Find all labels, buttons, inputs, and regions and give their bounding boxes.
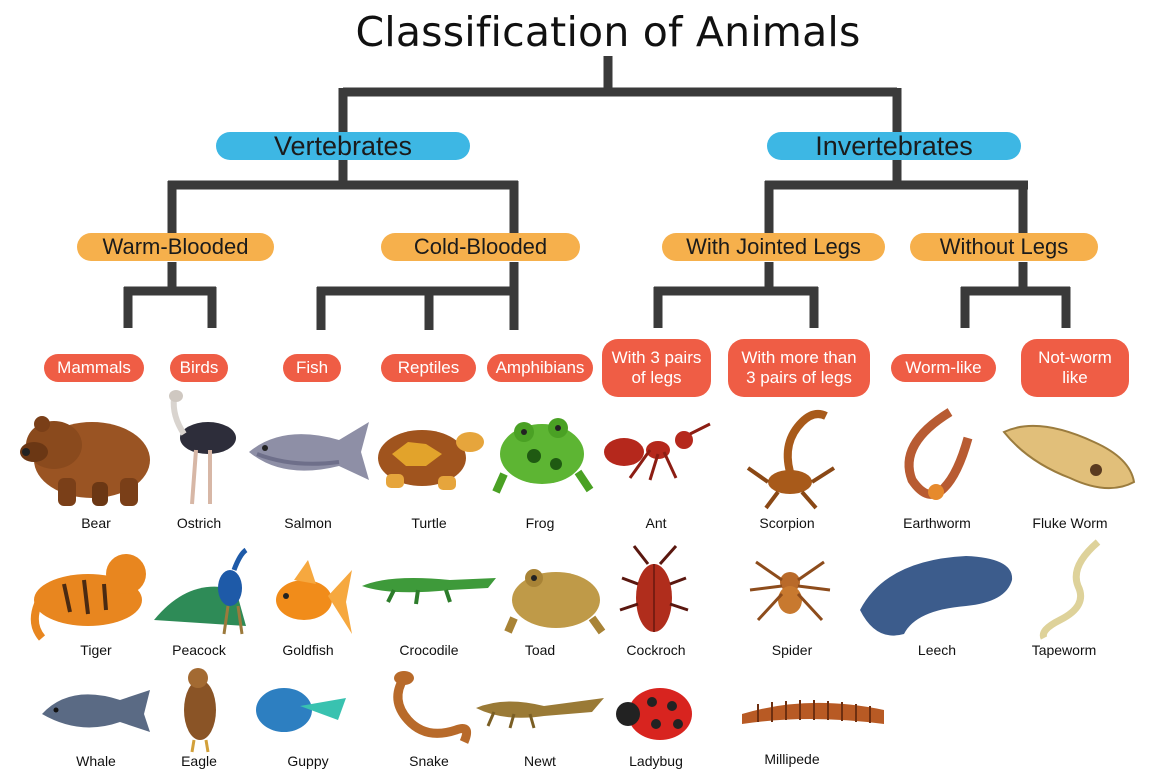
snake-icon <box>393 671 472 744</box>
animal-label-goldfish: Goldfish <box>282 642 334 658</box>
warm-blooded-connector <box>123 262 217 328</box>
animal-label-crocodile: Crocodile <box>399 642 459 658</box>
animal-label-turtle: Turtle <box>411 515 447 531</box>
ant-icon <box>604 422 711 481</box>
ladybug-icon <box>616 688 692 740</box>
animal-label-earthworm: Earthworm <box>903 515 971 531</box>
tiger-icon <box>30 554 146 641</box>
animal-label-peacock: Peacock <box>172 642 226 658</box>
animal-label-tiger: Tiger <box>80 642 112 658</box>
bear-icon <box>20 416 150 506</box>
crocodile-icon <box>362 578 496 605</box>
node-fish: Fish <box>283 354 341 382</box>
node-amphibians: Amphibians <box>487 354 593 382</box>
node-without-legs: Without Legs <box>910 233 1098 261</box>
frog-icon <box>492 418 594 494</box>
fluke-worm-icon <box>1002 424 1136 490</box>
animal-label-leech: Leech <box>917 642 957 658</box>
animal-label-newt: Newt <box>524 753 556 769</box>
millipede-icon <box>742 700 884 724</box>
without-legs-connector <box>960 262 1071 328</box>
tapeworm-icon <box>1039 539 1101 640</box>
newt-icon <box>476 698 604 729</box>
node-mammals: Mammals <box>44 354 144 382</box>
goldfish-icon <box>276 560 352 634</box>
jointed-legs-connector <box>653 262 819 328</box>
animal-label-snake: Snake <box>409 753 449 769</box>
peacock-icon <box>154 547 248 635</box>
node-invertebrates: Invertebrates <box>767 131 1021 161</box>
node-reptiles: Reptiles <box>381 354 476 382</box>
animal-label-ladybug: Ladybug <box>629 753 683 769</box>
animal-label-fluke-worm: Fluke Worm <box>1032 515 1108 531</box>
salmon-icon <box>249 422 369 480</box>
animal-label-whale: Whale <box>76 753 116 769</box>
node-warm-blooded: Warm-Blooded <box>77 233 274 261</box>
node-with-more-than-3-pairs: With more than 3 pairs of legs <box>728 339 870 397</box>
animal-label-eagle: Eagle <box>181 753 217 769</box>
node-worm-like: Worm-like <box>891 354 996 382</box>
animal-label-scorpion: Scorpion <box>759 515 815 531</box>
node-vertebrates: Vertebrates <box>216 131 470 161</box>
animal-label-frog: Frog <box>525 515 555 531</box>
whale-icon <box>42 690 150 732</box>
guppy-icon <box>256 688 346 732</box>
animal-label-guppy: Guppy <box>287 753 329 769</box>
animal-label-ant: Ant <box>645 515 667 531</box>
spider-icon <box>749 560 831 622</box>
animal-label-toad: Toad <box>524 642 556 658</box>
turtle-icon <box>378 430 484 490</box>
node-cold-blooded: Cold-Blooded <box>381 233 580 261</box>
invertebrates-connector <box>764 158 1028 234</box>
eagle-icon <box>184 668 216 753</box>
animal-label-cockroch: Cockroch <box>626 642 686 658</box>
cockroach-icon <box>619 545 689 632</box>
animal-label-spider: Spider <box>771 642 813 658</box>
vertebrates-connector <box>167 158 519 234</box>
earthworm-icon <box>904 408 973 500</box>
node-not-worm-like: Not-worm like <box>1021 339 1129 397</box>
leech-icon <box>860 556 1013 636</box>
node-birds: Birds <box>170 354 228 382</box>
diagram-title: Classification of Animals <box>355 8 861 56</box>
ostrich-icon <box>169 390 236 505</box>
animal-label-millipede: Millipede <box>764 751 820 767</box>
toad-icon <box>504 569 606 635</box>
cold-blooded-connector <box>316 262 519 330</box>
animal-label-salmon: Salmon <box>284 515 332 531</box>
node-with-3-pairs-of-legs: With 3 pairs of legs <box>602 339 711 397</box>
root-connector <box>338 56 902 134</box>
animal-label-ostrich: Ostrich <box>176 515 222 531</box>
animal-label-tapeworm: Tapeworm <box>1031 642 1097 658</box>
animal-label-bear: Bear <box>81 515 111 531</box>
node-with-jointed-legs: With Jointed Legs <box>662 233 885 261</box>
scorpion-icon <box>746 410 836 510</box>
